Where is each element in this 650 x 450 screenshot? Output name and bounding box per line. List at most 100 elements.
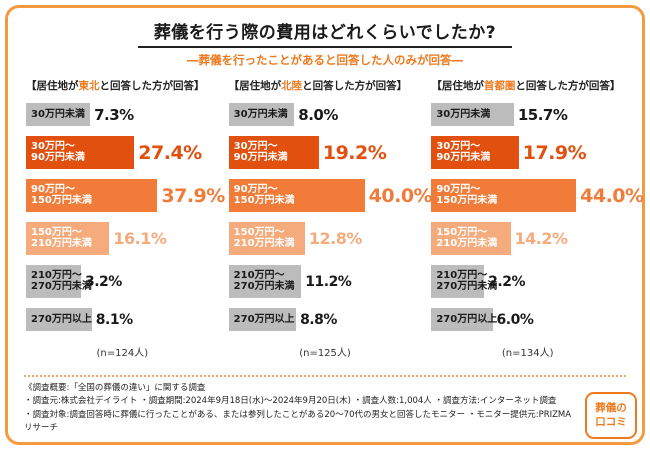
bar-category-label-line: 150万円〜 <box>233 226 285 238</box>
footer-line-2: ・調査元:株式会社デイライト ・調査期間:2024年9月18日(水)〜2024年… <box>24 396 557 407</box>
heading-prefix: 【居住地が <box>431 80 484 92</box>
sample-size-label: (n=134人) <box>501 348 554 359</box>
bar-category-label-line: 150万円未満 <box>436 195 498 207</box>
heading-region: 首都圏 <box>483 80 516 92</box>
bar-category-label: 210万円〜 270万円未満 <box>436 270 497 294</box>
bar-category-label: 270万円以上 <box>234 314 295 326</box>
bar-category-label-line: 210万円未満 <box>436 238 498 250</box>
bar-value: 40.0% <box>368 184 433 207</box>
bar <box>26 179 158 212</box>
bar-value: 14.2% <box>514 229 569 248</box>
chart-columns: 【居住地が東北と回答した方が回答】 30万円未満 7.3% 30万円〜 90万円未満 27… <box>24 78 644 359</box>
heading-suffix: と回答した方が回答】 <box>515 80 621 92</box>
brand-logo-text-top: 葬儀の <box>595 402 627 415</box>
bar-category-label-line: 150万円未満 <box>31 195 92 207</box>
brand-logo-text-bottom: 口コミ <box>595 415 627 428</box>
bar-row: 30万円未満 7.3% <box>26 103 219 126</box>
bar-category-label-line: 30万円未満 <box>31 108 85 120</box>
bar-row: 150万円〜 210万円未満 14.2% <box>431 222 624 255</box>
bar-category-label-line: 30万円未満 <box>233 108 288 120</box>
bar-category-label-line: 210万円未満 <box>31 238 92 250</box>
title-wrap: 葬儀を行う際の費用はどれくらいでしたか? <box>24 18 626 48</box>
brand-logo: 葬儀の 口コミ <box>585 392 637 439</box>
bar-category-label: 90万円〜 150万円未満 <box>436 184 497 208</box>
sample-size-label: (n=125人) <box>299 348 351 359</box>
column-heading: 【居住地が首都圏と回答した方が回答】 <box>431 78 624 93</box>
bar-category-label-line: 90万円未満 <box>233 152 288 164</box>
bar-row: 210万円〜 270万円未満 3.2% <box>26 265 219 298</box>
bar-category-label-line: 210万円〜 <box>31 269 82 281</box>
bar <box>431 179 577 212</box>
bar-row: 90万円〜 150万円未満 44.0% <box>431 179 644 212</box>
bar-category-label-line: 150万円〜 <box>31 226 82 238</box>
bar <box>431 308 493 331</box>
bar-value: 17.9% <box>522 141 587 164</box>
bar-value: 44.0% <box>580 184 644 207</box>
bar-category-label: 30万円未満 <box>31 109 85 121</box>
bar-category-label-line: 270万円未満 <box>233 281 295 293</box>
bar-category-label-line: 90万円〜 <box>436 183 481 195</box>
heading-suffix: と回答した方が回答】 <box>99 80 205 92</box>
bar-value: 15.7% <box>517 105 568 124</box>
bar-row: 30万円未満 15.7% <box>431 103 624 126</box>
bar-row: 30万円〜 90万円未満 19.2% <box>228 136 422 169</box>
heading-prefix: 【居住地が <box>228 80 282 92</box>
bar-row: 150万円〜 210万円未満 12.8% <box>228 222 422 255</box>
chart-column: 【居住地が東北と回答した方が回答】 30万円未満 7.3% 30万円〜 90万円未満 27… <box>26 78 225 359</box>
column-heading: 【居住地が東北と回答した方が回答】 <box>26 78 219 93</box>
bar-category-label: 270万円以上 <box>31 314 92 326</box>
bar <box>431 265 485 298</box>
bar-category-label: 30万円〜 90万円未満 <box>436 141 490 165</box>
bar-row: 30万円〜 90万円未満 17.9% <box>431 136 624 169</box>
chart-column: 【居住地が北陸と回答した方が回答】 30万円未満 8.0% 30万円〜 90万円未満 19… <box>228 78 433 359</box>
bar-row: 210万円〜 270万円未満 11.2% <box>228 265 422 298</box>
bar-category-label-line: 210万円〜 <box>233 269 285 281</box>
bar-row: 270万円以上 8.1% <box>26 308 219 331</box>
bar-value: 6.0% <box>496 311 534 328</box>
bar-value: 12.8% <box>308 229 363 248</box>
page-subtitle: ―葬儀を行ったことがあると回答した人のみが回答― <box>187 53 463 67</box>
bar-row: 90万円〜 150万円未満 37.9% <box>26 179 225 212</box>
bar-row: 90万円〜 150万円未満 40.0% <box>228 179 433 212</box>
content-area: 葬儀を行う際の費用はどれくらいでしたか? ―葬儀を行ったことがあると回答した人の… <box>8 8 644 442</box>
bar <box>26 222 110 255</box>
bar <box>26 136 135 169</box>
bar-category-label: 150万円〜 210万円未満 <box>31 227 92 251</box>
bar-category-label: 30万円未満 <box>436 109 490 121</box>
bar-category-label-line: 30万円〜 <box>31 140 75 152</box>
bar <box>228 136 319 169</box>
bar-category-label: 210万円〜 270万円未満 <box>31 270 92 294</box>
heading-region: 北陸 <box>281 80 303 92</box>
bar-category-label: 30万円〜 90万円未満 <box>31 141 85 165</box>
bar-category-label: 150万円〜 210万円未満 <box>234 227 295 251</box>
bar <box>228 222 305 255</box>
bar-value: 19.2% <box>322 141 387 164</box>
bar-category-label-line: 150万円〜 <box>436 226 488 238</box>
heading-region: 東北 <box>78 80 100 92</box>
bar-category-label: 210万円〜 270万円未満 <box>234 270 295 294</box>
bar <box>26 103 91 126</box>
bar <box>228 265 302 298</box>
bar-category-label-line: 90万円未満 <box>436 152 491 164</box>
bar <box>431 103 514 126</box>
bar-row: 30万円〜 90万円未満 27.4% <box>26 136 219 169</box>
bar-row: 270万円以上 6.0% <box>431 308 624 331</box>
bar <box>431 136 519 169</box>
page-title: 葬儀を行う際の費用はどれくらいでしたか? <box>137 18 513 48</box>
bar-value: 8.0% <box>298 105 338 124</box>
bar-category-label: 270万円以上 <box>436 314 497 326</box>
bar-category-label: 30万円〜 90万円未満 <box>234 141 288 165</box>
footer-line-3: ・調査対象:調査回答時に葬儀に行ったことがある、または参列したことがある20〜7… <box>24 409 572 433</box>
chart-column: 【居住地が首都圏と回答した方が回答】 30万円未満 15.7% 30万円〜 90万円未満… <box>431 78 644 359</box>
bar-value: 16.1% <box>113 229 167 248</box>
bar-value: 2.2% <box>488 273 525 290</box>
bar-category-label-line: 270万円未満 <box>31 281 92 293</box>
bar-category-label: 90万円〜 150万円未満 <box>234 184 295 208</box>
heading-suffix: と回答した方が回答】 <box>302 80 408 92</box>
bar <box>26 308 92 331</box>
bar-category-label-line: 150万円未満 <box>233 195 295 207</box>
bar-category-label-line: 90万円未満 <box>31 152 85 164</box>
heading-prefix: 【居住地が <box>26 80 79 92</box>
bar <box>228 103 295 126</box>
